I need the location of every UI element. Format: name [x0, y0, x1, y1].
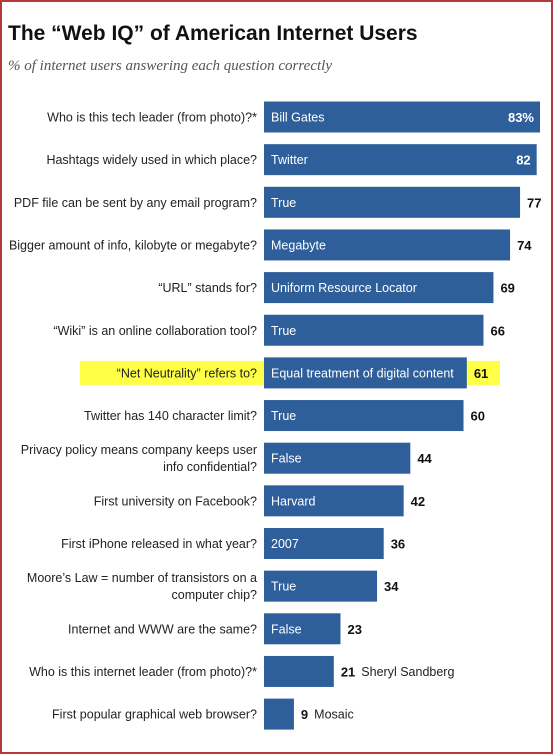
answer-label: Bill Gates	[271, 111, 325, 125]
question-label: First popular graphical web browser?	[52, 708, 257, 722]
value-label: 69	[500, 281, 514, 296]
bar	[264, 144, 537, 176]
question-label: Hashtags widely used in which place?	[46, 153, 257, 167]
bar	[264, 655, 334, 687]
answer-label: 2007	[271, 537, 299, 551]
answer-label: Sheryl Sandberg	[361, 665, 454, 679]
answer-label: Megabyte	[271, 238, 326, 252]
bar	[264, 357, 467, 389]
answer-label: True	[271, 409, 296, 423]
answer-label: False	[271, 622, 302, 636]
bar	[264, 186, 521, 218]
value-label: 74	[517, 238, 532, 253]
question-label: Bigger amount of info, kilobyte or megab…	[9, 238, 257, 252]
question-label: Who is this internet leader (from photo)…	[29, 665, 257, 679]
bar	[264, 442, 411, 474]
bar	[264, 229, 511, 261]
answer-label: Twitter	[271, 153, 308, 167]
answer-label: False	[271, 452, 302, 466]
chart-title: The “Web IQ” of American Internet Users	[8, 22, 418, 45]
value-label: 9	[301, 707, 308, 722]
answer-label: True	[271, 196, 296, 210]
value-label: 82	[516, 153, 530, 168]
value-label: 60	[471, 409, 485, 424]
question-label: First university on Facebook?	[94, 494, 257, 508]
value-label: 21	[341, 664, 355, 679]
question-label: Twitter has 140 character limit?	[84, 409, 257, 423]
value-label: 44	[417, 451, 432, 466]
question-label: Who is this tech leader (from photo)?*	[47, 111, 257, 125]
value-label: 61	[474, 366, 488, 381]
question-label: “URL” stands for?	[158, 281, 257, 295]
value-label: 36	[391, 537, 405, 552]
chart-subtitle: % of internet users answering each quest…	[8, 58, 332, 74]
bar	[264, 698, 294, 730]
bar	[264, 570, 378, 602]
answer-label: True	[271, 580, 296, 594]
question-label: “Net Neutrality” refers to?	[117, 366, 257, 380]
answer-label: Equal treatment of digital content	[271, 366, 454, 380]
value-label: 23	[347, 622, 361, 637]
value-label: 77	[527, 195, 541, 210]
bar	[264, 272, 494, 304]
bar	[264, 613, 341, 645]
bar	[264, 400, 464, 432]
value-label: 42	[411, 494, 425, 509]
question-label: Internet and WWW are the same?	[68, 622, 257, 636]
answer-label: True	[271, 324, 296, 338]
bar	[264, 485, 404, 517]
question-label: “Wiki” is an online collaboration tool?	[53, 324, 257, 338]
question-label: First iPhone released in what year?	[61, 537, 257, 551]
bar	[264, 528, 384, 559]
question-label: PDF file can be sent by any email progra…	[14, 196, 257, 210]
value-label: 66	[490, 323, 504, 338]
value-label: 83%	[508, 110, 534, 125]
answer-label: Uniform Resource Locator	[271, 281, 417, 295]
answer-label: Harvard	[271, 494, 316, 508]
answer-label: Mosaic	[314, 708, 354, 722]
bar	[264, 314, 484, 346]
question-label: Privacy policy means company keeps user i…	[21, 443, 257, 474]
question-label: Moore’s Law = number of transistors on a…	[27, 571, 257, 602]
value-label: 34	[384, 579, 399, 594]
bar	[264, 101, 540, 133]
